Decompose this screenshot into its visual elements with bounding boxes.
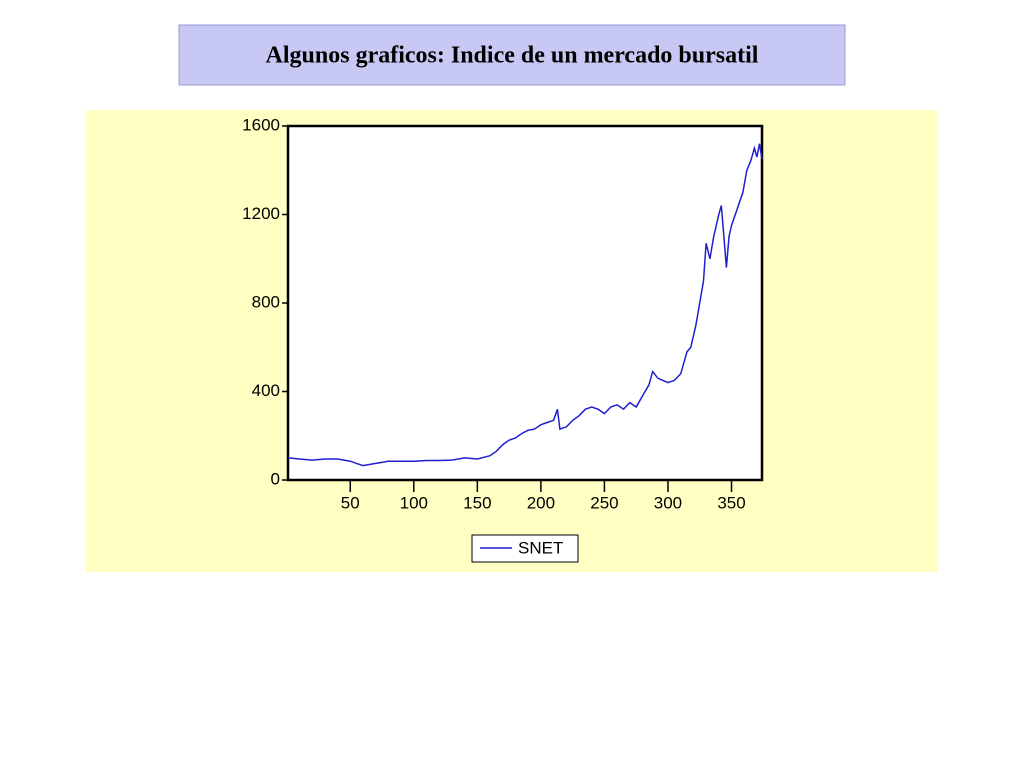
y-tick-label: 1200 <box>242 204 280 223</box>
x-tick-label: 250 <box>590 493 618 512</box>
x-tick-label: 200 <box>527 493 555 512</box>
x-tick-label: 50 <box>341 493 360 512</box>
series-line <box>287 143 763 467</box>
y-tick-label: 1600 <box>242 115 280 134</box>
x-tick-label: 100 <box>400 493 428 512</box>
x-tick-label: 300 <box>654 493 682 512</box>
plot-area <box>286 124 764 482</box>
x-tick-label: 150 <box>463 493 491 512</box>
title-box <box>178 24 846 86</box>
chart-title: Algunos graficos: Indice de un mercado b… <box>266 43 759 69</box>
legend-label: SNET <box>518 538 563 557</box>
x-tick-label: 350 <box>717 493 745 512</box>
y-tick-label: 400 <box>252 381 280 400</box>
y-tick-label: 800 <box>252 292 280 311</box>
y-tick-label: 0 <box>271 469 280 488</box>
